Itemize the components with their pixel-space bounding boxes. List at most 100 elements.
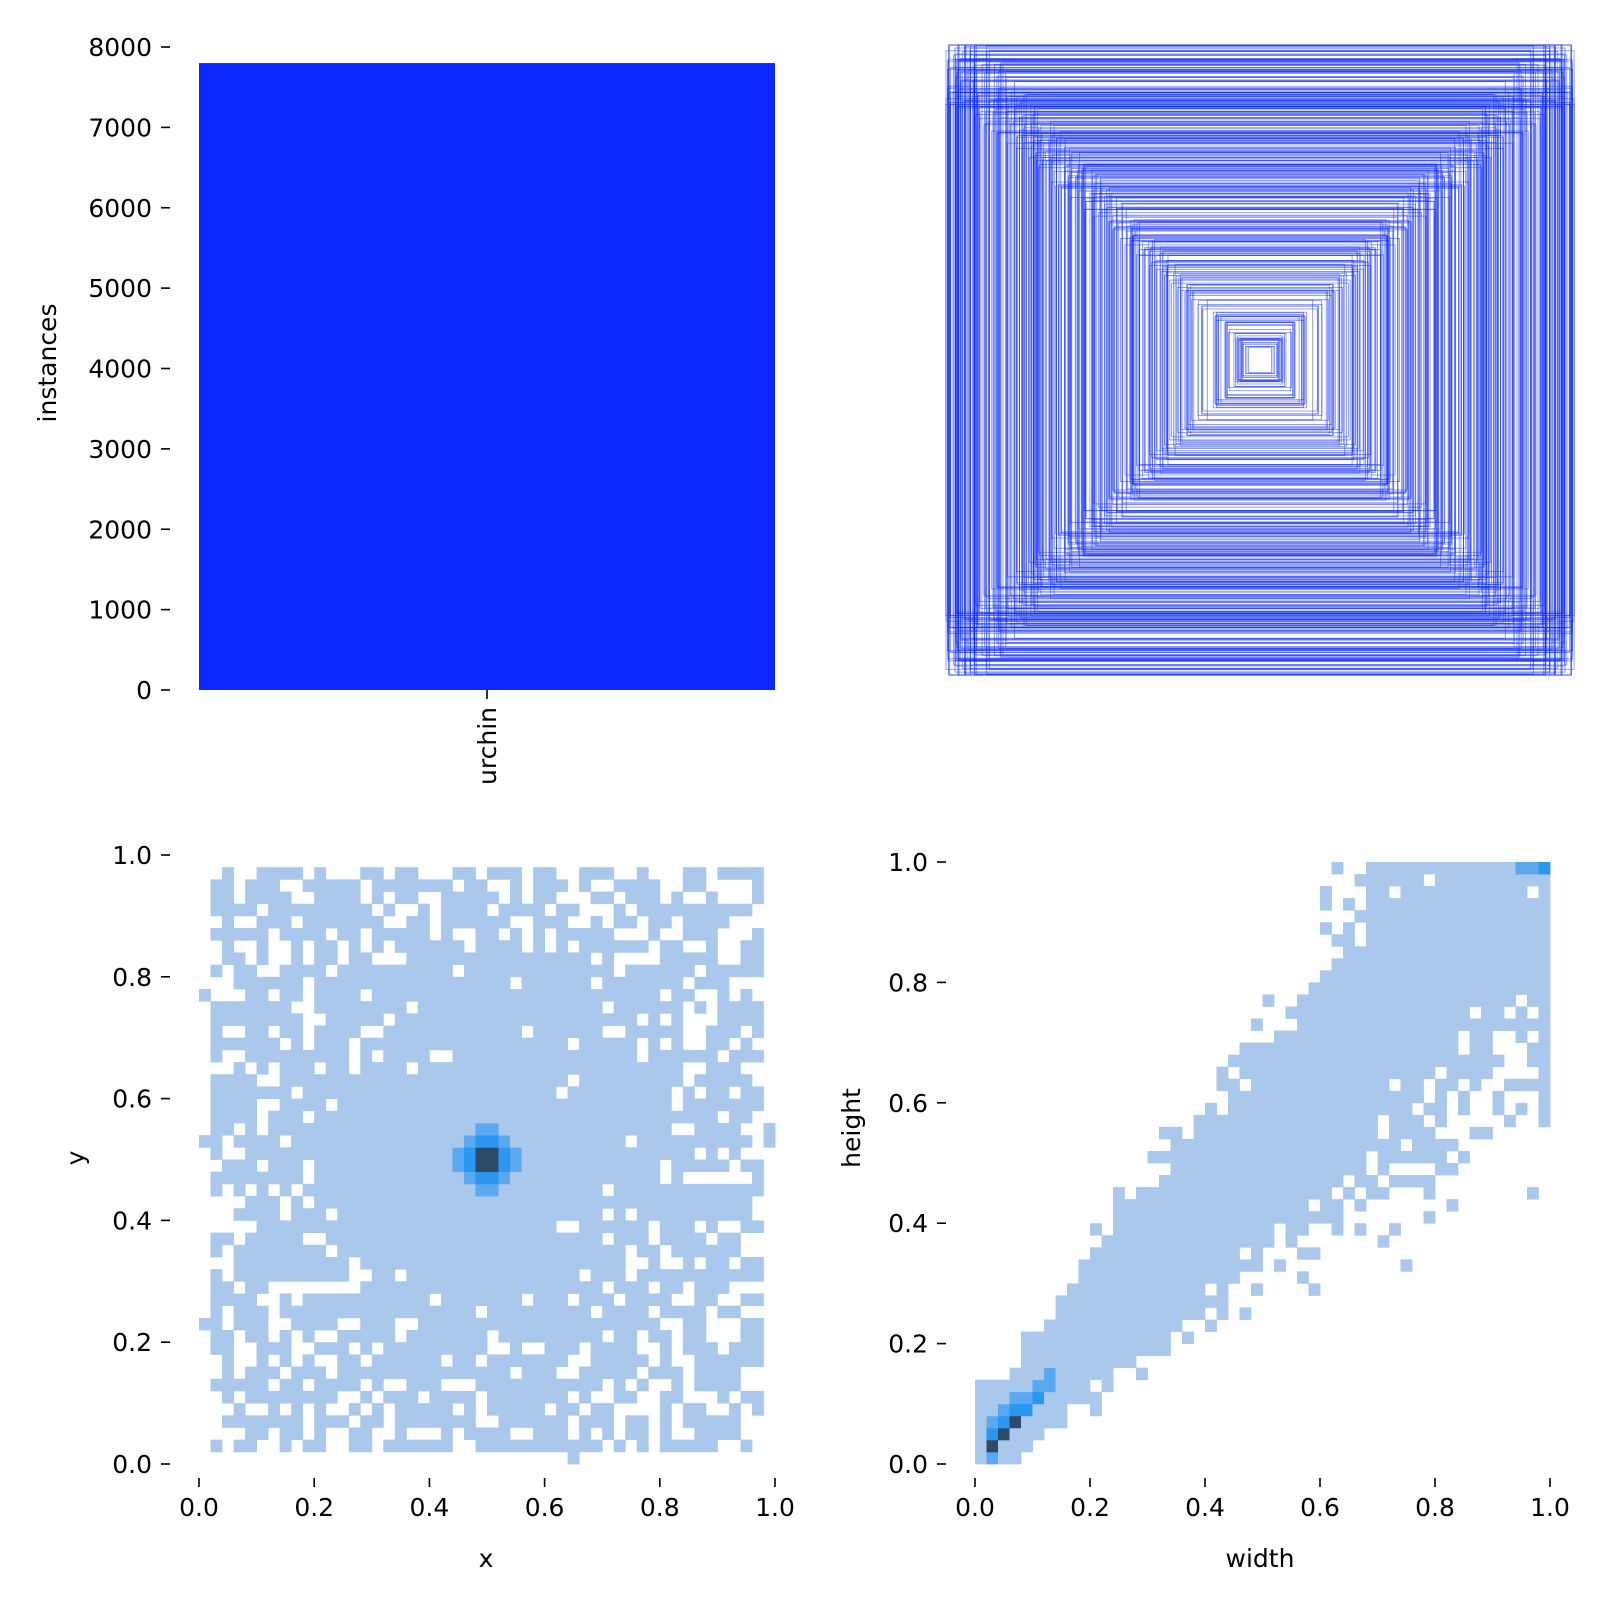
hist-cell	[1285, 1114, 1298, 1128]
hist-cell	[383, 964, 396, 978]
hist-cell	[751, 1025, 764, 1039]
hist-cell	[291, 867, 304, 880]
hist-cell	[556, 1196, 569, 1209]
hist-cell	[1515, 1030, 1528, 1043]
hist-cell	[694, 1183, 707, 1197]
hist-cell	[1308, 1211, 1321, 1224]
hist-cell	[348, 952, 361, 966]
hist-cell	[1435, 862, 1447, 875]
hist-cell	[1435, 1138, 1447, 1152]
hist-cell	[602, 1403, 615, 1416]
hist-cell	[463, 952, 476, 966]
hist-cell	[1504, 874, 1516, 887]
hist-cell	[417, 976, 430, 990]
hist-cell	[487, 1305, 499, 1319]
hist-cell	[314, 1439, 327, 1453]
y-tick-label: 2000	[88, 515, 152, 544]
hist-cell	[521, 964, 534, 978]
hist-cell	[1446, 958, 1459, 971]
hist-cell	[1147, 1295, 1160, 1308]
hist-cell	[463, 1269, 476, 1282]
hist-cell	[487, 1281, 499, 1294]
bbox-outline	[957, 67, 1563, 653]
hist-cell	[498, 1171, 511, 1185]
hist-cell	[1262, 1078, 1275, 1092]
hist-cell	[1412, 1018, 1424, 1031]
hist-cell	[279, 1025, 292, 1039]
hist-cell	[1412, 922, 1424, 935]
hist-cell	[636, 891, 649, 905]
hist-cell	[1262, 1054, 1275, 1068]
hist-cell	[602, 1135, 615, 1148]
hist-cell	[567, 1049, 580, 1063]
hist-cell	[1285, 1030, 1298, 1043]
hist-cell	[1170, 1247, 1183, 1260]
hist-cell	[1216, 1114, 1229, 1128]
hist-cell	[279, 1390, 292, 1404]
hist-cell	[1400, 994, 1413, 1007]
hist-cell	[1366, 994, 1378, 1007]
hist-cell	[1331, 1006, 1344, 1019]
hist-cell	[498, 1086, 511, 1099]
hist-cell	[659, 1001, 672, 1014]
hist-cell	[1228, 1247, 1240, 1260]
hist-cell	[360, 1147, 373, 1160]
hist-cell	[337, 1208, 350, 1221]
hist-cell	[740, 1110, 753, 1124]
bbox-outline	[1039, 164, 1481, 557]
hist-cell	[705, 1110, 718, 1124]
hist-cell	[1101, 1367, 1114, 1381]
hist-cell	[383, 903, 396, 917]
hist-cell	[429, 1062, 442, 1075]
hist-cell	[394, 1049, 407, 1063]
hist-cell	[1228, 1114, 1240, 1128]
hist-cell	[487, 1354, 499, 1367]
hist-cell	[475, 952, 488, 966]
hist-cell	[417, 1122, 430, 1136]
hist-cell	[475, 1122, 488, 1136]
hist-cell	[625, 879, 638, 892]
hist-cell	[452, 1366, 465, 1380]
hist-cell	[1412, 994, 1424, 1007]
hist-cell	[348, 1135, 361, 1148]
hist-cell	[371, 1232, 384, 1246]
hist-cell	[1170, 1150, 1183, 1164]
hist-cell	[1527, 958, 1539, 971]
hist-cell	[1147, 1150, 1160, 1164]
hist-cell	[648, 879, 661, 892]
hist-cell	[325, 1390, 338, 1404]
hist-cell	[579, 1001, 592, 1014]
hist-cell	[1343, 946, 1355, 959]
hist-cell	[256, 1342, 269, 1355]
hist-cell	[406, 915, 419, 929]
hist-cell	[579, 1171, 592, 1185]
hist-cell	[371, 1196, 384, 1209]
hist-cell	[705, 1354, 718, 1367]
hist-cell	[682, 964, 695, 978]
hist-cell	[1492, 1090, 1505, 1104]
hist-cell	[533, 940, 545, 953]
hist-cell	[625, 1232, 638, 1246]
hist-cell	[487, 1159, 499, 1173]
bbox-outline	[1185, 290, 1335, 430]
hist-cell	[1515, 862, 1528, 875]
hist-cell	[567, 1122, 580, 1136]
hist-cell	[602, 988, 615, 1002]
hist-cell	[210, 1305, 223, 1319]
hist-cell	[337, 915, 350, 929]
hist-cell	[1216, 1295, 1229, 1308]
hist-cell	[291, 1378, 304, 1392]
hist-cell	[613, 940, 626, 953]
bbox-outline	[1164, 260, 1356, 460]
hist-cell	[717, 867, 730, 880]
hist-cell	[1251, 1211, 1263, 1224]
bbox-outline	[1156, 259, 1364, 460]
hist-cell	[579, 1281, 592, 1294]
bbox-outline	[1132, 235, 1388, 485]
hist-cell	[337, 1159, 350, 1173]
hist-cell	[1320, 1030, 1332, 1043]
hist-cell	[463, 1330, 476, 1343]
hist-cell	[533, 1281, 545, 1294]
hist-cell	[1400, 958, 1413, 971]
hist-cell	[337, 1415, 350, 1428]
